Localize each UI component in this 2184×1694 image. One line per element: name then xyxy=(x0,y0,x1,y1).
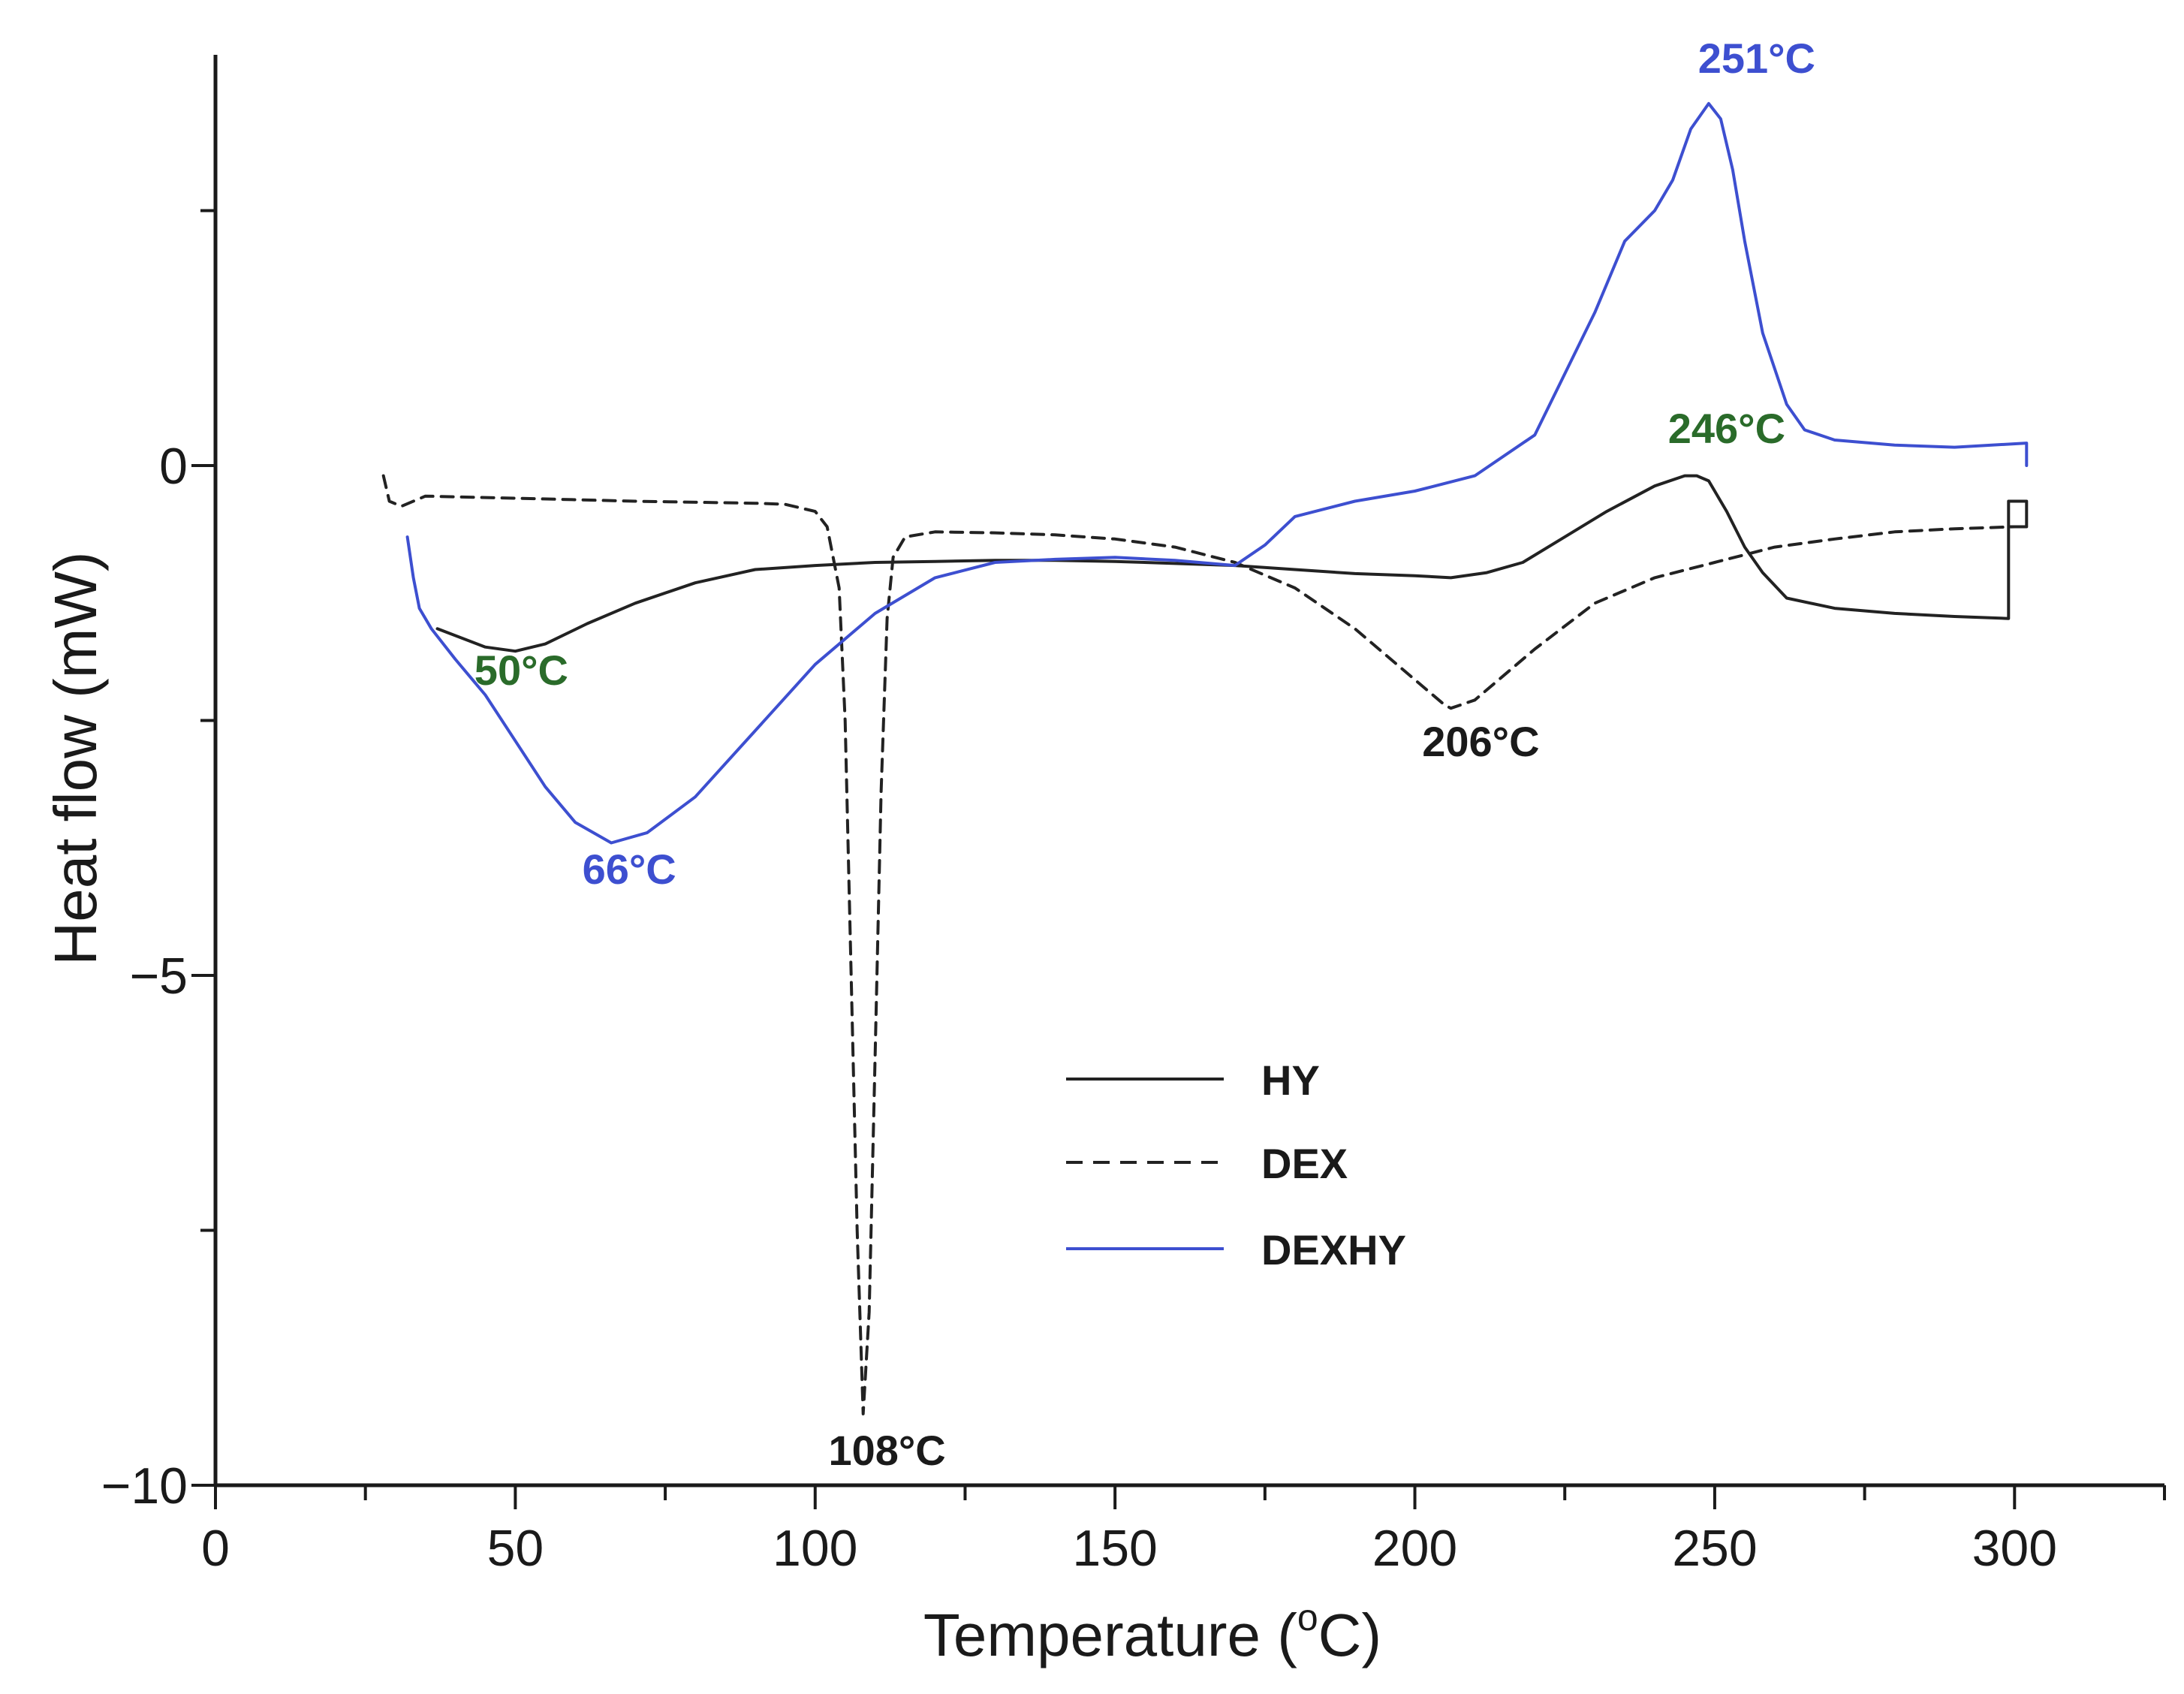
x-tick-label: 0 xyxy=(201,1520,230,1577)
peak-annotation: 50°C xyxy=(474,647,568,694)
y-tick-label: 0 xyxy=(159,438,188,495)
x-ticks: 0 50 100 150 200 250 300 xyxy=(201,1485,2166,1577)
x-tick-label: 50 xyxy=(487,1520,544,1577)
legend-label-hy: HY xyxy=(1261,1056,1320,1104)
y-axis-title: Heat flow (mW) xyxy=(42,551,109,965)
legend-label-dex: DEX xyxy=(1261,1140,1348,1187)
peak-annotation: 206°C xyxy=(1422,718,1539,765)
x-tick-label: 150 xyxy=(1072,1520,1157,1577)
series-layer xyxy=(381,101,2029,1415)
x-tick-label: 300 xyxy=(1972,1520,2057,1577)
series-line-hy xyxy=(435,474,2029,653)
legend-label-dexhy: DEXHY xyxy=(1261,1226,1406,1274)
peak-annotation: 66°C xyxy=(583,845,676,893)
x-tick-label: 200 xyxy=(1372,1520,1457,1577)
peak-annotation: 108°C xyxy=(828,1427,945,1474)
x-tick-label: 250 xyxy=(1672,1520,1757,1577)
legend: HY DEX DEXHY xyxy=(1066,1056,1406,1274)
annotation-layer: 50°C 66°C 108°C 206°C 246°C 251°C xyxy=(474,35,1815,1474)
x-axis-title-superscript: o xyxy=(1297,1596,1318,1638)
y-tick-label: −10 xyxy=(101,1457,188,1515)
x-tick-label: 100 xyxy=(773,1520,857,1577)
peak-annotation: 246°C xyxy=(1668,405,1785,452)
series-line-dexhy xyxy=(405,101,2029,845)
y-tick-label: −5 xyxy=(129,948,188,1005)
peak-annotation: 251°C xyxy=(1698,35,1815,82)
x-axis-title: Temperature (oC) xyxy=(923,1596,1381,1668)
y-ticks: −10 −5 0 xyxy=(101,209,215,1515)
series-line-dex xyxy=(381,474,2017,1415)
